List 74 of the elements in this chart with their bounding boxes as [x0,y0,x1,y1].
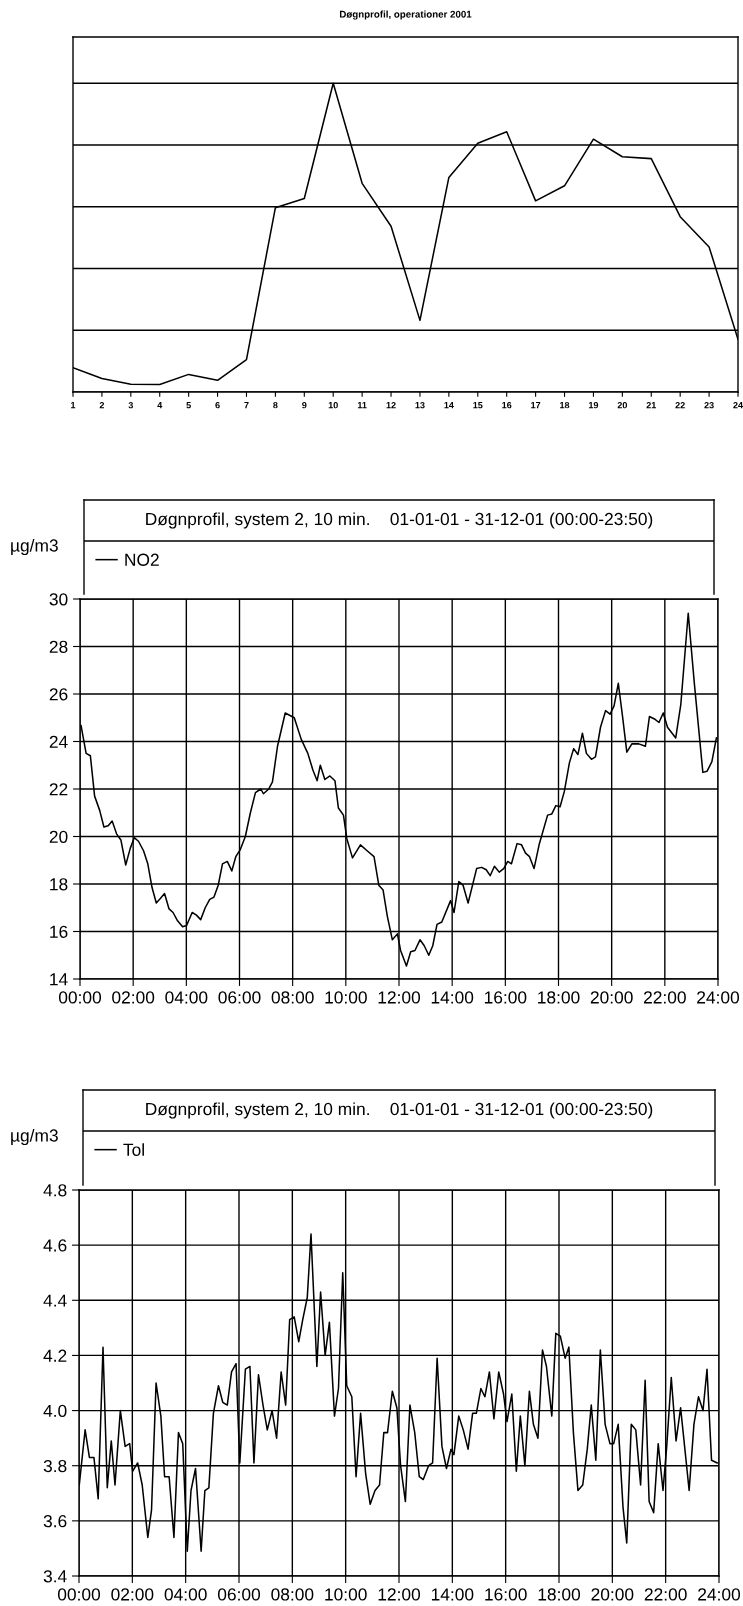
x-tick-label: 20:00 [590,991,633,1004]
x-tick-label: 16 [502,401,512,409]
x-tick-label: 14:00 [431,1588,474,1601]
x-tick-label: 10:00 [325,1588,367,1601]
x-tick-label: 20 [617,401,627,409]
x-tick-label: 4 [157,402,163,409]
x-tick-label: 13 [415,401,425,409]
x-tick-label: 06:00 [217,1588,261,1601]
x-tick-label: 17 [531,402,541,409]
x-tick-label: 24:00 [698,1588,741,1601]
chart-title: Døgnprofil, system 2, 10 min. 01-01-01 - 31-12-01 (00:00-23:50) [146,1102,653,1119]
x-tick-label: 1 [71,402,76,409]
y-tick-label: 30 [49,593,68,606]
x-tick-label: 18:00 [538,1588,581,1601]
y-tick-label: 20 [49,830,68,843]
y-tick-label: 4.8 [43,1184,67,1197]
x-tick-label: 06:00 [218,991,261,1004]
x-tick-label: 22:00 [643,991,686,1004]
x-tick-label: 24 [733,401,743,409]
x-tick-label: 9 [302,401,307,409]
y-tick-label: 14 [50,973,68,986]
x-tick-label: 02:00 [112,991,155,1004]
x-tick-label: 2 [99,401,105,409]
x-tick-label: 8 [273,401,278,409]
y-tick-label: 3.8 [43,1459,67,1473]
x-tick-label: 11 [357,402,367,409]
x-tick-label: 14:00 [431,991,474,1004]
y-tick-label: 3.4 [43,1570,67,1583]
x-tick-label: 00:00 [57,1588,101,1601]
x-tick-label: 04:00 [164,1588,207,1601]
legend-label: NO2 [125,553,159,566]
x-tick-label: 12 [386,401,396,409]
legend-label: Tol [123,1143,144,1156]
x-tick-label: 22:00 [644,1588,687,1601]
x-tick-label: 18 [560,401,570,409]
y-tick-label: 4.2 [43,1349,67,1362]
x-tick-label: 16:00 [484,991,527,1004]
y-axis-title: µg/m3 [11,1128,58,1146]
y-tick-label: 3.6 [43,1515,67,1528]
x-tick-label: 00:00 [58,991,102,1004]
x-tick-label: 12:00 [378,991,421,1004]
x-tick-label: 7 [244,402,249,409]
x-tick-label: 22 [675,401,685,409]
y-tick-label: 24 [49,735,68,748]
x-tick-label: 10 [328,401,338,409]
x-tick-label: 04:00 [165,991,208,1004]
y-tick-label: 26 [49,688,68,701]
y-axis-title: µg/m3 [11,538,58,556]
x-tick-label: 6 [215,401,220,409]
chart-title: Døgnprofil, operationer 2001 [339,10,472,20]
x-tick-label: 14 [444,402,454,409]
x-tick-label: 3 [128,401,134,409]
x-tick-label: 20:00 [591,1588,634,1601]
x-tick-label: 15 [473,402,483,409]
x-tick-label: 18:00 [538,991,580,1004]
x-tick-label: 5 [186,402,191,409]
y-tick-label: 22 [49,783,68,796]
y-tick-label: 4.0 [43,1404,67,1418]
x-tick-label: 02:00 [111,1588,154,1601]
y-tick-label: 4.4 [43,1294,67,1307]
chart-title: Døgnprofil, system 2, 10 min. 01-01-01 - 31-12-01 (00:00-23:50) [146,512,653,529]
x-tick-label: 10:00 [325,991,367,1004]
x-tick-label: 23 [704,401,714,409]
x-tick-label: 24:00 [697,991,740,1004]
y-tick-label: 18 [50,878,68,891]
y-tick-label: 16 [50,925,68,938]
x-tick-label: 19 [588,401,599,409]
x-tick-label: 12:00 [378,1588,421,1601]
x-tick-label: 16:00 [485,1588,527,1601]
x-tick-label: 21 [646,401,657,409]
y-tick-label: 4.6 [43,1239,67,1252]
x-tick-label: 08:00 [271,991,314,1004]
x-tick-label: 08:00 [271,1588,314,1601]
y-tick-label: 28 [49,640,68,653]
